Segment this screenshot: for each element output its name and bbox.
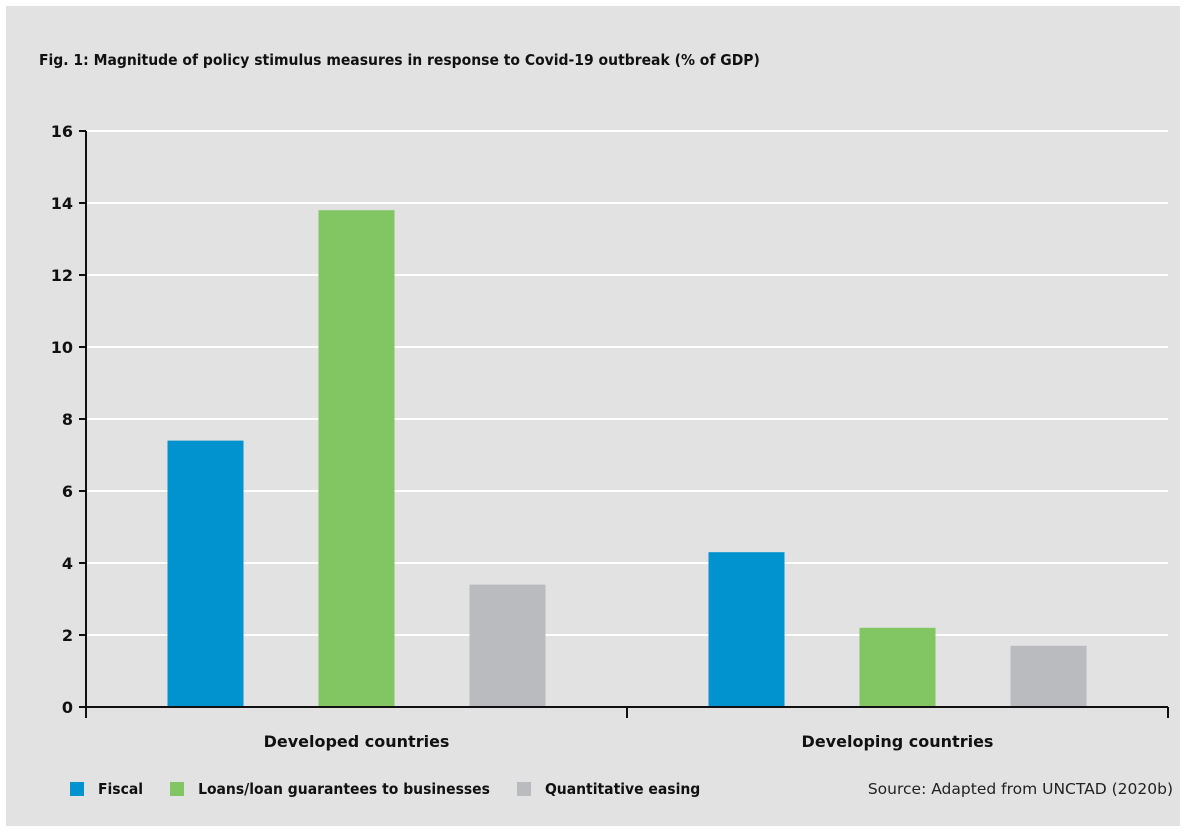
y-tick-label: 12	[51, 266, 73, 285]
legend-item-qe: Quantitative easing	[516, 780, 701, 798]
legend-label-loans: Loans/loan guarantees to businesses	[198, 780, 490, 798]
legend-swatch-qe	[516, 782, 531, 796]
legend-item-loans: Loans/loan guarantees to businesses	[170, 780, 490, 798]
bar	[1010, 645, 1087, 707]
y-tick-label: 10	[51, 338, 73, 357]
x-category-label: Developed countries	[264, 732, 450, 751]
y-tick-label: 4	[62, 554, 73, 573]
legend-label-fiscal: Fiscal	[98, 780, 144, 798]
y-tick-label: 6	[62, 482, 73, 501]
bar	[859, 627, 936, 707]
y-tick-label: 2	[62, 626, 73, 645]
x-category-label: Developing countries	[802, 732, 994, 751]
y-tick-label: 0	[62, 698, 73, 717]
legend: Fiscal Loans/loan guarantees to business…	[70, 780, 727, 798]
y-tick-label: 8	[62, 410, 73, 429]
legend-item-fiscal: Fiscal	[70, 780, 143, 798]
legend-swatch-loans	[170, 782, 185, 796]
legend-label-qe: Quantitative easing	[544, 780, 701, 798]
y-tick-label: 14	[51, 194, 73, 213]
chart-title: Fig. 1: Magnitude of policy stimulus mea…	[39, 51, 760, 69]
bar	[167, 440, 244, 707]
legend-swatch-fiscal	[70, 782, 84, 796]
bar	[708, 552, 785, 707]
bar	[318, 210, 395, 707]
source-note: Source: Adapted from UNCTAD (2020b)	[867, 780, 1173, 798]
bar	[469, 584, 546, 707]
y-tick-label: 16	[51, 122, 73, 141]
